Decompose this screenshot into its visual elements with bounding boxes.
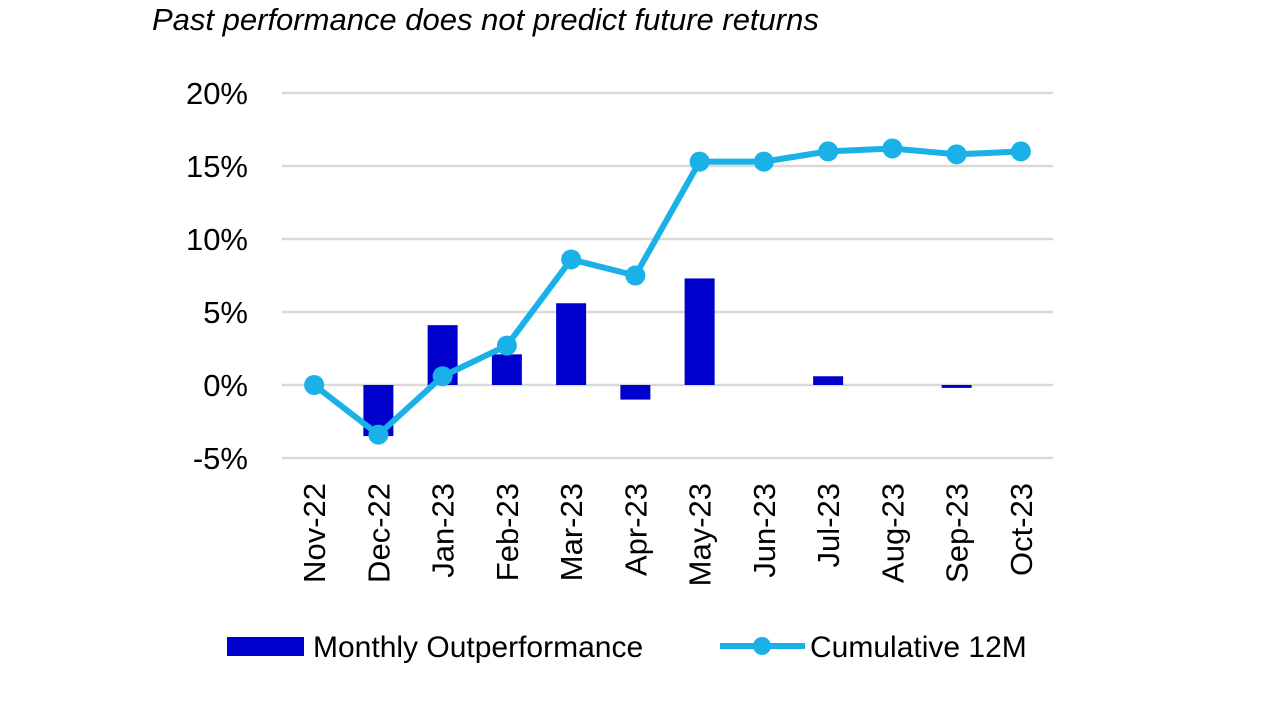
bar <box>813 376 844 385</box>
x-tick-label: Aug-23 <box>875 483 910 583</box>
bar <box>941 385 972 388</box>
line-point <box>818 141 839 162</box>
legend-bar-swatch <box>227 637 304 656</box>
y-tick-label: 15% <box>186 149 248 184</box>
x-tick-label: Sep-23 <box>940 483 975 583</box>
x-tick-label: Jun-23 <box>747 483 782 578</box>
x-tick-label: Feb-23 <box>490 483 525 581</box>
x-tick-label: Nov-22 <box>297 483 332 583</box>
chart-title: Past performance does not predict future… <box>152 2 819 37</box>
bar-series <box>363 278 972 437</box>
x-tick-label: Jan-23 <box>426 483 461 578</box>
line-point <box>882 138 903 159</box>
line-point <box>689 151 710 172</box>
line-point <box>368 424 389 445</box>
bar <box>491 354 522 385</box>
legend-label-monthly: Monthly Outperformance <box>313 631 643 664</box>
line-point <box>561 249 582 270</box>
bar <box>556 303 587 385</box>
x-tick-label: Oct-23 <box>1004 483 1039 576</box>
y-tick-label: 20% <box>186 76 248 111</box>
line-point <box>625 265 646 286</box>
bar <box>620 385 651 400</box>
bar <box>684 278 715 385</box>
x-tick-label: Mar-23 <box>554 483 589 581</box>
series-line <box>312 145 1022 438</box>
y-tick-label: 5% <box>203 295 248 330</box>
line-series <box>304 138 1031 445</box>
legend-line-marker <box>753 637 771 655</box>
x-tick-label: Dec-22 <box>361 483 396 583</box>
x-tick-label: Jul-23 <box>811 483 846 567</box>
x-tick-label: May-23 <box>683 483 718 586</box>
line-point <box>946 144 967 165</box>
y-tick-label: 10% <box>186 222 248 257</box>
x-axis-ticks: Nov-22 Dec-22 Jan-23 Feb-23 Mar-23 Apr-23 May-… <box>297 483 1039 586</box>
line-point <box>1010 141 1031 162</box>
y-tick-label: 0% <box>203 368 248 403</box>
y-axis-ticks: -5% 0% 5% 10% 15% 20% <box>186 76 248 476</box>
line-point <box>753 151 774 172</box>
y-tick-label: -5% <box>193 441 248 476</box>
x-tick-label: Apr-23 <box>618 483 653 576</box>
legend: Monthly Outperformance Cumulative 12M <box>227 631 1027 664</box>
legend-label-cumulative: Cumulative 12M <box>810 631 1027 664</box>
line-point <box>304 375 325 395</box>
line-point <box>432 366 453 387</box>
gridlines <box>282 91 1053 460</box>
line-point <box>496 335 517 356</box>
